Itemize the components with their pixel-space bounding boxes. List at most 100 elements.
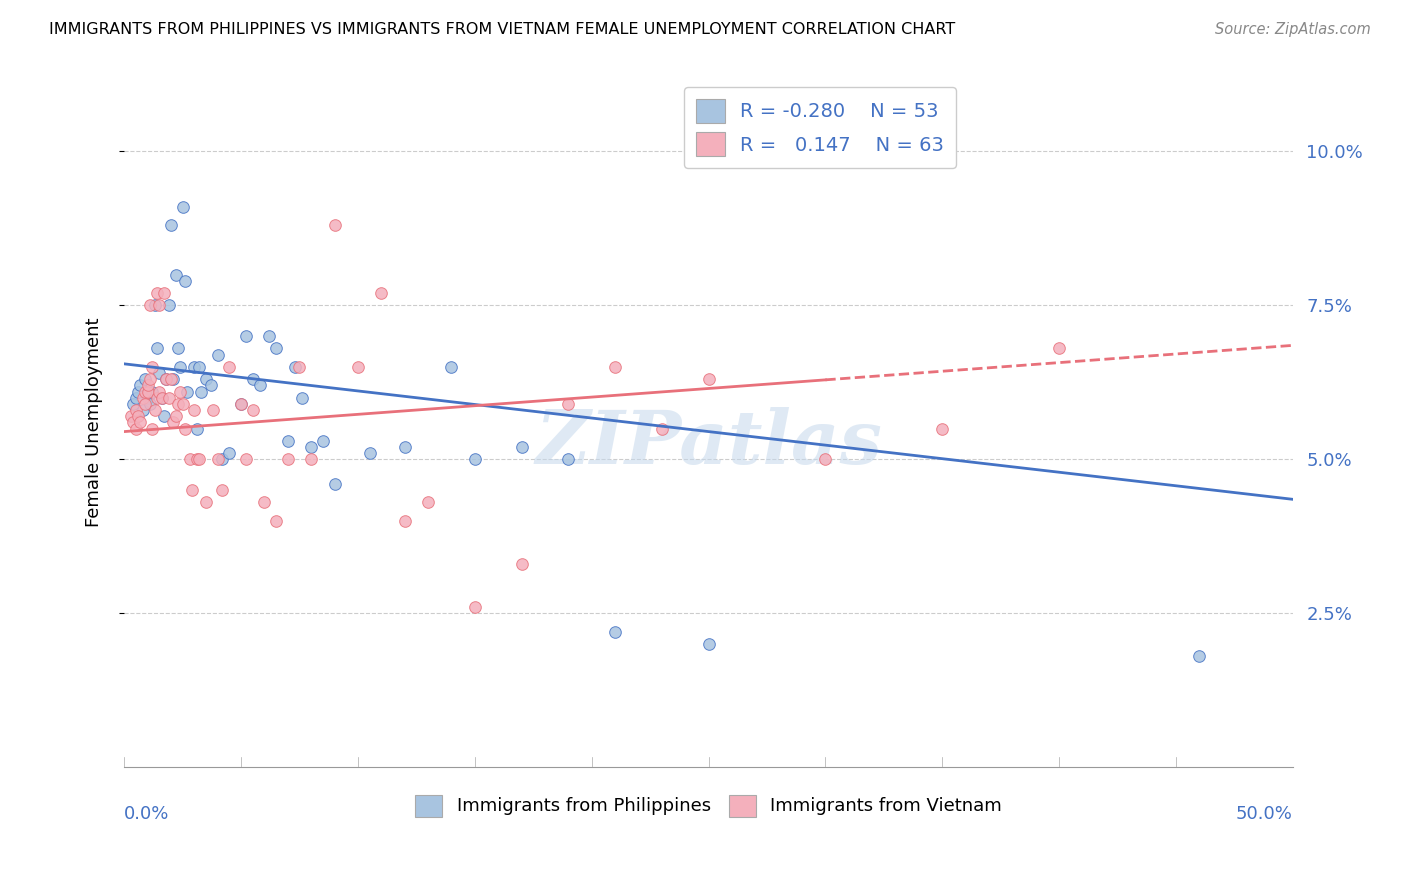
Point	[125, 421, 148, 435]
Text: Source: ZipAtlas.com: Source: ZipAtlas.com	[1215, 22, 1371, 37]
Point	[125, 391, 148, 405]
Point	[603, 359, 626, 374]
Point	[167, 342, 190, 356]
Point	[157, 298, 180, 312]
Point	[284, 359, 307, 374]
Point	[160, 219, 183, 233]
Point	[464, 600, 486, 615]
Point	[264, 342, 287, 356]
Point	[139, 397, 162, 411]
Point	[190, 384, 212, 399]
Point	[359, 446, 381, 460]
Point	[211, 483, 233, 497]
Point	[134, 384, 156, 399]
Point	[347, 359, 370, 374]
Point	[510, 440, 533, 454]
Point	[136, 384, 159, 399]
Point	[155, 372, 177, 386]
Point	[132, 403, 155, 417]
Point	[134, 397, 156, 411]
Point	[186, 421, 208, 435]
Point	[172, 200, 194, 214]
Point	[323, 219, 346, 233]
Point	[141, 384, 163, 399]
Point	[187, 359, 209, 374]
Point	[194, 495, 217, 509]
Point	[174, 421, 197, 435]
Point	[277, 452, 299, 467]
Point	[179, 452, 201, 467]
Text: 50.0%: 50.0%	[1236, 805, 1294, 823]
Point	[1188, 649, 1211, 664]
Point	[931, 421, 953, 435]
Point	[264, 514, 287, 528]
Point	[181, 483, 204, 497]
Point	[557, 397, 579, 411]
Point	[186, 452, 208, 467]
Text: 0.0%: 0.0%	[124, 805, 170, 823]
Point	[187, 452, 209, 467]
Point	[207, 348, 229, 362]
Point	[153, 285, 176, 300]
Point	[155, 372, 177, 386]
Point	[242, 372, 264, 386]
Point	[183, 359, 205, 374]
Point	[150, 391, 173, 405]
Point	[162, 415, 184, 429]
Text: IMMIGRANTS FROM PHILIPPINES VS IMMIGRANTS FROM VIETNAM FEMALE UNEMPLOYMENT CORRE: IMMIGRANTS FROM PHILIPPINES VS IMMIGRANT…	[49, 22, 956, 37]
Point	[153, 409, 176, 424]
Point	[370, 285, 392, 300]
Point	[134, 372, 156, 386]
Point	[229, 397, 252, 411]
Point	[394, 514, 416, 528]
Point	[148, 298, 170, 312]
Point	[160, 372, 183, 386]
Point	[510, 557, 533, 571]
Point	[697, 637, 720, 651]
Point	[122, 397, 145, 411]
Point	[211, 452, 233, 467]
Point	[120, 409, 142, 424]
Point	[169, 384, 191, 399]
Point	[132, 391, 155, 405]
Point	[129, 415, 152, 429]
Point	[127, 384, 149, 399]
Point	[253, 495, 276, 509]
Point	[139, 372, 162, 386]
Point	[257, 329, 280, 343]
Point	[277, 434, 299, 448]
Point	[146, 342, 169, 356]
Point	[651, 421, 673, 435]
Point	[148, 384, 170, 399]
Point	[288, 359, 311, 374]
Point	[697, 372, 720, 386]
Point	[235, 329, 257, 343]
Point	[218, 359, 240, 374]
Legend: Immigrants from Philippines, Immigrants from Vietnam: Immigrants from Philippines, Immigrants …	[408, 788, 1010, 824]
Point	[125, 403, 148, 417]
Point	[218, 446, 240, 460]
Point	[440, 359, 463, 374]
Text: ZIPatlas: ZIPatlas	[536, 407, 882, 479]
Point	[814, 452, 837, 467]
Point	[146, 391, 169, 405]
Point	[323, 477, 346, 491]
Point	[603, 624, 626, 639]
Point	[242, 403, 264, 417]
Point	[136, 378, 159, 392]
Point	[299, 452, 322, 467]
Point	[143, 298, 166, 312]
Point	[141, 359, 163, 374]
Point	[127, 409, 149, 424]
Point	[183, 403, 205, 417]
Point	[207, 452, 229, 467]
Point	[139, 298, 162, 312]
Point	[136, 391, 159, 405]
Point	[143, 403, 166, 417]
Point	[129, 378, 152, 392]
Point	[176, 384, 198, 399]
Point	[201, 403, 224, 417]
Point	[299, 440, 322, 454]
Point	[229, 397, 252, 411]
Point	[165, 409, 187, 424]
